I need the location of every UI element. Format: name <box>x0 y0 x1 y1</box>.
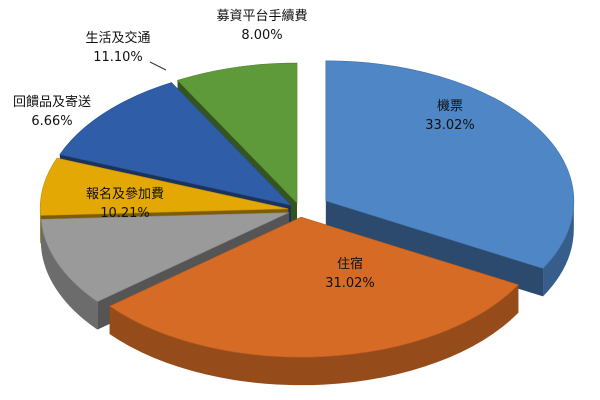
pie-slice-3 <box>39 157 289 216</box>
slice-wall-0-1 <box>325 200 544 297</box>
slice-percent-label-3: 6.66% <box>31 114 72 129</box>
slice-percent-label-4: 11.10% <box>93 50 143 65</box>
slice-rim-0-0 <box>543 200 574 297</box>
pie-slice-2 <box>40 212 289 302</box>
slice-percent-label-2: 10.21% <box>100 206 150 221</box>
slice-rim-2-0 <box>41 219 98 330</box>
slice-percent-label-1: 31.02% <box>325 276 375 291</box>
slice-percent-label-0: 33.02% <box>425 118 475 133</box>
slice-name-label-0: 機票 <box>437 99 463 114</box>
slice-rim-1-0 <box>109 284 519 386</box>
pie-slice-0 <box>325 60 575 269</box>
pie-slice-4 <box>59 82 292 206</box>
slice-percent-label-5: 8.00% <box>241 28 282 43</box>
slice-name-label-4: 生活及交通 <box>85 30 150 46</box>
slice-name-label-5: 募資平台手續費 <box>216 9 307 24</box>
leader-line-4 <box>149 61 167 71</box>
pie-slice-1 <box>109 216 519 358</box>
slice-name-label-2: 報名及參加費 <box>86 186 164 202</box>
slice-side-0 <box>325 200 574 297</box>
slice-name-label-3: 回饋品及寄送 <box>13 94 91 110</box>
pie-slice-5 <box>176 62 298 204</box>
slice-name-label-1: 住宿 <box>337 256 363 272</box>
